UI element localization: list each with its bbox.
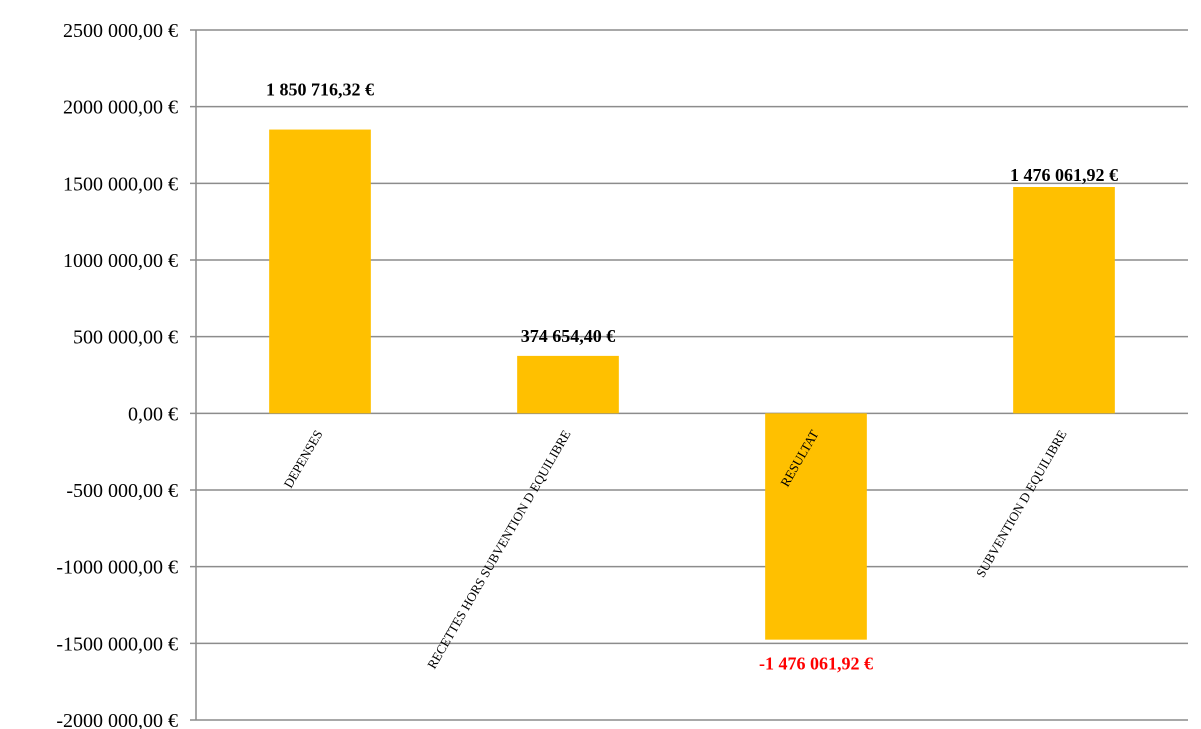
bar xyxy=(269,129,371,414)
bar xyxy=(1013,187,1115,414)
category-label: SUBVENTION D EQUILIBRE xyxy=(973,427,1070,580)
y-tick-label: 0,00 € xyxy=(128,403,178,425)
bars xyxy=(269,129,1115,640)
y-tick-label: -1000 000,00 € xyxy=(56,557,178,579)
y-tick-label: -1500 000,00 € xyxy=(56,633,178,655)
y-tick-label: -500 000,00 € xyxy=(66,480,178,502)
y-tick-label: 2000 000,00 € xyxy=(63,97,178,119)
data-labels: 1 850 716,32 € 374 654,40 € -1 476 061,92 … xyxy=(266,80,1118,674)
y-tick-label: 2500 000,00 € xyxy=(63,20,178,42)
y-tick-label: 1000 000,00 € xyxy=(63,250,178,272)
data-label: 374 654,40 € xyxy=(521,326,616,346)
data-label: 1 850 716,32 € xyxy=(266,80,374,100)
y-tick-label: -2000 000,00 € xyxy=(56,710,178,729)
bar xyxy=(517,355,619,414)
category-label: RECETTES HORS SUBVENTION D EQUILIBRE xyxy=(424,427,574,671)
y-tick-label: 1500 000,00 € xyxy=(63,173,178,195)
category-label: DEPENSES xyxy=(280,427,325,490)
data-label: 1 476 061,92 € xyxy=(1010,165,1118,185)
data-label: -1 476 061,92 € xyxy=(759,654,873,674)
category-labels: DEPENSES RECETTES HORS SUBVENTION D EQUIL… xyxy=(280,427,1069,671)
y-axis-tick-labels: 2500 000,00 € 2000 000,00 € 1500 000,00 € 1… xyxy=(56,20,178,729)
bar xyxy=(765,413,867,640)
y-tick-label: 500 000,00 € xyxy=(73,327,178,349)
